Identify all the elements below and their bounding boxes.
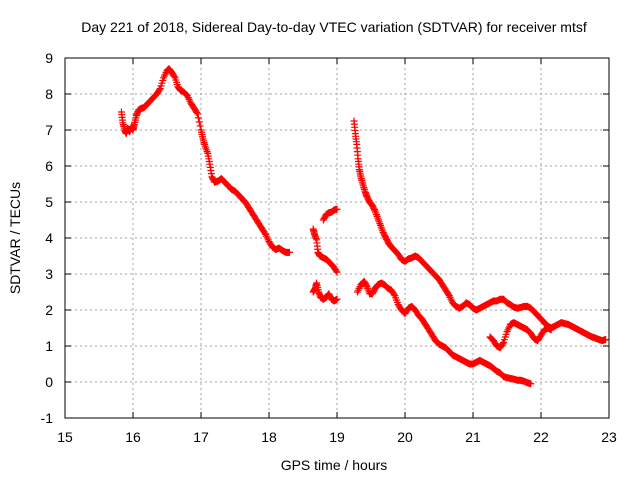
- data-point: [547, 326, 555, 334]
- x-tick-label: 19: [329, 429, 345, 445]
- data-point: [194, 114, 202, 122]
- data-series: [117, 65, 293, 256]
- x-tick-label: 23: [601, 429, 617, 445]
- data-point: [527, 380, 535, 388]
- y-tick-label: 8: [45, 86, 53, 102]
- x-axis-label: GPS time / hours: [281, 457, 388, 473]
- data-point: [332, 267, 340, 275]
- data-point: [499, 340, 507, 348]
- data-points: [117, 65, 610, 388]
- data-series: [309, 279, 341, 305]
- x-tick-label: 20: [397, 429, 413, 445]
- x-tick-label: 16: [125, 429, 141, 445]
- data-point: [362, 281, 370, 289]
- data-point: [333, 268, 341, 276]
- y-tick-label: -1: [41, 410, 54, 426]
- data-point: [602, 336, 610, 344]
- y-tick-label: 3: [45, 266, 53, 282]
- data-point: [195, 118, 203, 126]
- y-tick-label: 6: [45, 158, 53, 174]
- data-point: [196, 122, 204, 130]
- data-point: [390, 290, 398, 298]
- data-point: [370, 206, 378, 214]
- y-tick-label: 0: [45, 374, 53, 390]
- data-series: [309, 225, 341, 276]
- data-point: [194, 110, 202, 118]
- grid: [65, 58, 609, 418]
- x-tick-label: 21: [465, 429, 481, 445]
- y-tick-label: 1: [45, 338, 53, 354]
- y-axis-label: SDTVAR / TECUs: [7, 182, 23, 294]
- data-point: [285, 248, 293, 256]
- chart-title: Day 221 of 2018, Sidereal Day-to-day VTE…: [81, 19, 587, 35]
- data-point: [155, 86, 163, 94]
- y-tick-label: 5: [45, 194, 53, 210]
- ticks: [64, 57, 610, 419]
- data-series: [353, 277, 535, 388]
- x-tick-label: 17: [193, 429, 209, 445]
- data-series: [486, 319, 555, 352]
- y-tick-label: 9: [45, 50, 53, 66]
- x-tick-label: 18: [261, 429, 277, 445]
- y-tick-label: 2: [45, 302, 53, 318]
- y-tick-label: 4: [45, 230, 53, 246]
- y-tick-label: 7: [45, 122, 53, 138]
- data-point: [333, 295, 341, 303]
- data-point: [193, 108, 201, 116]
- data-point: [261, 229, 269, 237]
- data-point: [333, 205, 341, 213]
- x-tick-label: 22: [533, 429, 549, 445]
- x-tick-label: 15: [57, 429, 73, 445]
- data-point: [170, 72, 178, 80]
- data-series: [319, 205, 341, 224]
- data-point: [444, 290, 452, 298]
